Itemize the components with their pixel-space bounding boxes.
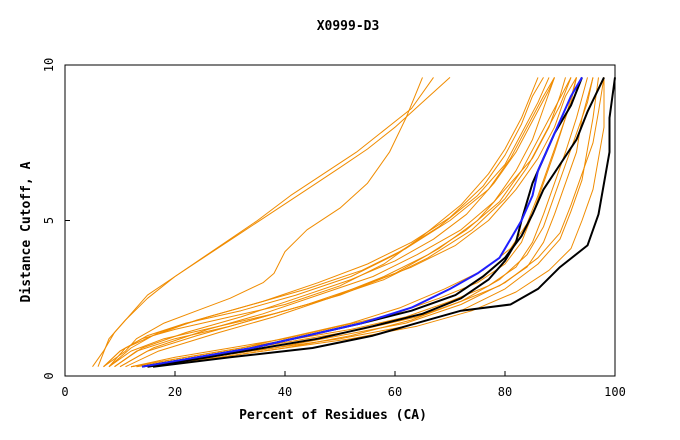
x-axis: 0 20 40 60 80 100 — [61, 371, 626, 399]
series-line-25 — [141, 76, 583, 368]
chart-title: X0999-D3 — [317, 19, 380, 34]
x-tick-label: 60 — [388, 385, 402, 399]
y-axis: 0 5 10 — [42, 58, 70, 380]
x-tick-label: 40 — [278, 385, 292, 399]
series-line-5 — [103, 77, 550, 368]
series-line-9 — [114, 77, 566, 368]
series-line-4 — [103, 77, 539, 368]
series-line-3 — [103, 77, 423, 368]
x-tick-label: 0 — [61, 385, 68, 399]
y-axis-label: Distance Cutoff, A — [19, 161, 34, 302]
series-line-21 — [147, 77, 594, 368]
series-line-13 — [125, 77, 572, 368]
x-tick-label: 20 — [168, 385, 182, 399]
series-line-7 — [108, 77, 572, 368]
series-line-12 — [119, 77, 555, 368]
series-line-6 — [108, 77, 555, 368]
series-line-20 — [147, 77, 605, 368]
series-line-14 — [130, 77, 577, 368]
x-tick-label: 100 — [604, 385, 626, 399]
series-line-23 — [152, 77, 616, 368]
y-tick-label: 5 — [42, 217, 56, 224]
y-tick-label: 0 — [42, 372, 56, 379]
series-line-10 — [114, 77, 555, 368]
series-line-18 — [141, 77, 599, 368]
series-line-2 — [97, 77, 434, 367]
x-axis-label: Percent of Residues (CA) — [239, 408, 427, 423]
series-line-11 — [119, 77, 577, 368]
x-tick-label: 80 — [498, 385, 512, 399]
series-line-8 — [108, 77, 544, 368]
series-line-19 — [141, 77, 605, 368]
series-layer — [92, 76, 616, 368]
series-line-24 — [141, 76, 605, 368]
y-tick-label: 10 — [42, 58, 56, 72]
